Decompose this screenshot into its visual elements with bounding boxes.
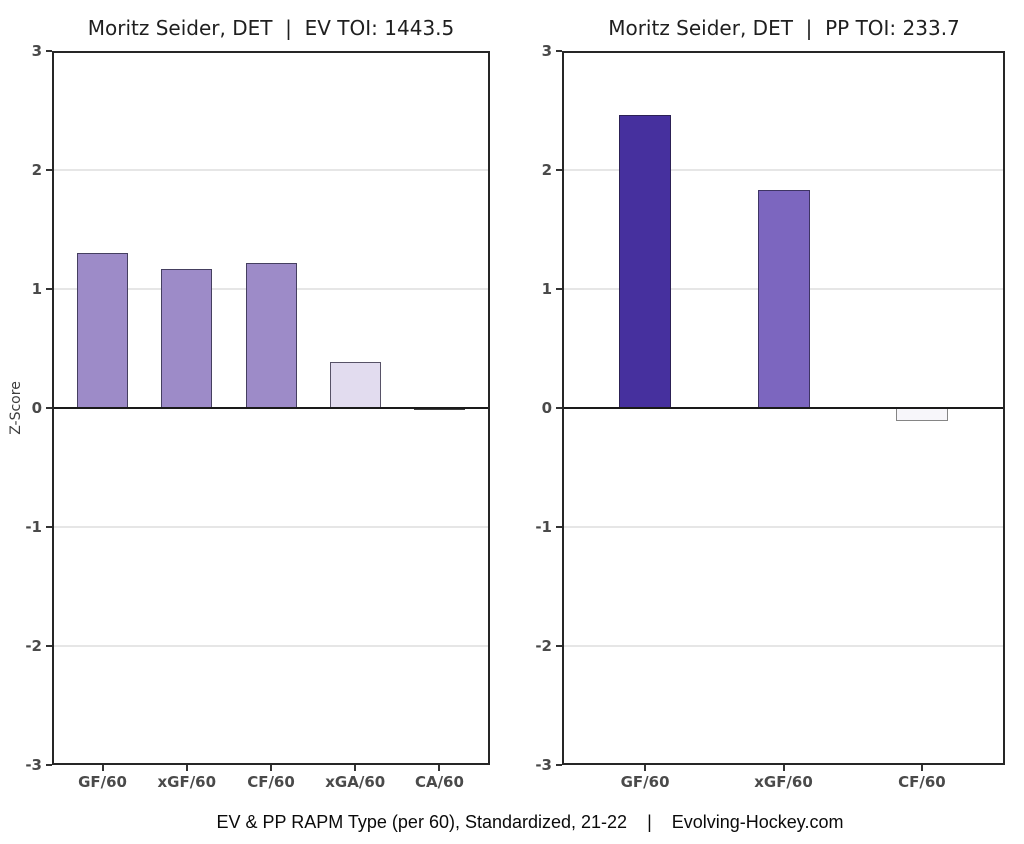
x-tick <box>354 765 357 771</box>
x-tick-label: GF/60 <box>78 773 127 791</box>
plot-frame <box>562 51 1005 765</box>
y-tick-label: 0 <box>31 399 42 417</box>
y-tick-label: 0 <box>541 399 552 417</box>
x-tick <box>438 765 441 771</box>
y-tick <box>556 407 562 409</box>
x-tick <box>185 765 188 771</box>
bar-xgf60 <box>757 190 810 408</box>
y-tick-label: 2 <box>31 161 42 179</box>
y-tick <box>46 407 52 409</box>
gridline <box>562 526 1005 528</box>
x-tick-label: GF/60 <box>620 773 670 791</box>
x-tick-label: xGF/60 <box>754 773 813 791</box>
y-tick-label: 3 <box>31 42 42 60</box>
y-tick <box>46 764 52 766</box>
gridline <box>52 526 490 528</box>
y-tick <box>556 526 562 528</box>
y-tick-label: 3 <box>541 42 552 60</box>
pp-chart-title: Moritz Seider, DET | PP TOI: 233.7 <box>608 16 960 40</box>
y-tick-label: 2 <box>541 161 552 179</box>
bar-gf60 <box>77 253 129 408</box>
x-tick <box>644 765 647 771</box>
y-tick-label: -2 <box>535 637 552 655</box>
y-tick-label: -1 <box>535 518 552 536</box>
y-tick-label: -3 <box>535 756 552 774</box>
y-tick <box>46 288 52 290</box>
gridline <box>562 169 1005 171</box>
x-tick-label: CF/60 <box>247 773 295 791</box>
x-tick <box>782 765 785 771</box>
gridline <box>562 645 1005 647</box>
bar-gf60 <box>619 115 672 408</box>
x-tick-label: xGA/60 <box>325 773 386 791</box>
y-tick <box>46 50 52 52</box>
y-tick <box>556 50 562 52</box>
bar-xgf60 <box>161 268 213 408</box>
x-tick <box>101 765 104 771</box>
zero-line <box>562 407 1005 409</box>
y-tick-label: -2 <box>25 637 42 655</box>
gridline <box>52 645 490 647</box>
y-tick <box>556 288 562 290</box>
ev-chart-title: Moritz Seider, DET | EV TOI: 1443.5 <box>87 16 455 40</box>
bar-xga60 <box>329 361 381 408</box>
zero-line <box>52 407 490 409</box>
y-tick <box>46 169 52 171</box>
plot-frame <box>52 51 490 765</box>
x-tick <box>270 765 272 771</box>
y-tick <box>556 645 562 647</box>
figure-caption: EV & PP RAPM Type (per 60), Standardized… <box>216 812 844 832</box>
y-tick-label: 1 <box>541 280 552 298</box>
y-tick-label: 1 <box>31 280 42 298</box>
x-tick-label: CF/60 <box>898 773 946 791</box>
y-tick <box>46 645 52 647</box>
x-tick-label: CA/60 <box>414 773 464 791</box>
y-tick <box>46 526 52 528</box>
gridline <box>52 169 490 171</box>
x-tick <box>920 765 923 771</box>
y-tick <box>556 169 562 171</box>
y-tick <box>556 764 562 766</box>
x-tick-label: xGF/60 <box>157 773 217 791</box>
y-tick-label: -1 <box>25 518 42 536</box>
y-tick-label: -3 <box>25 756 42 774</box>
